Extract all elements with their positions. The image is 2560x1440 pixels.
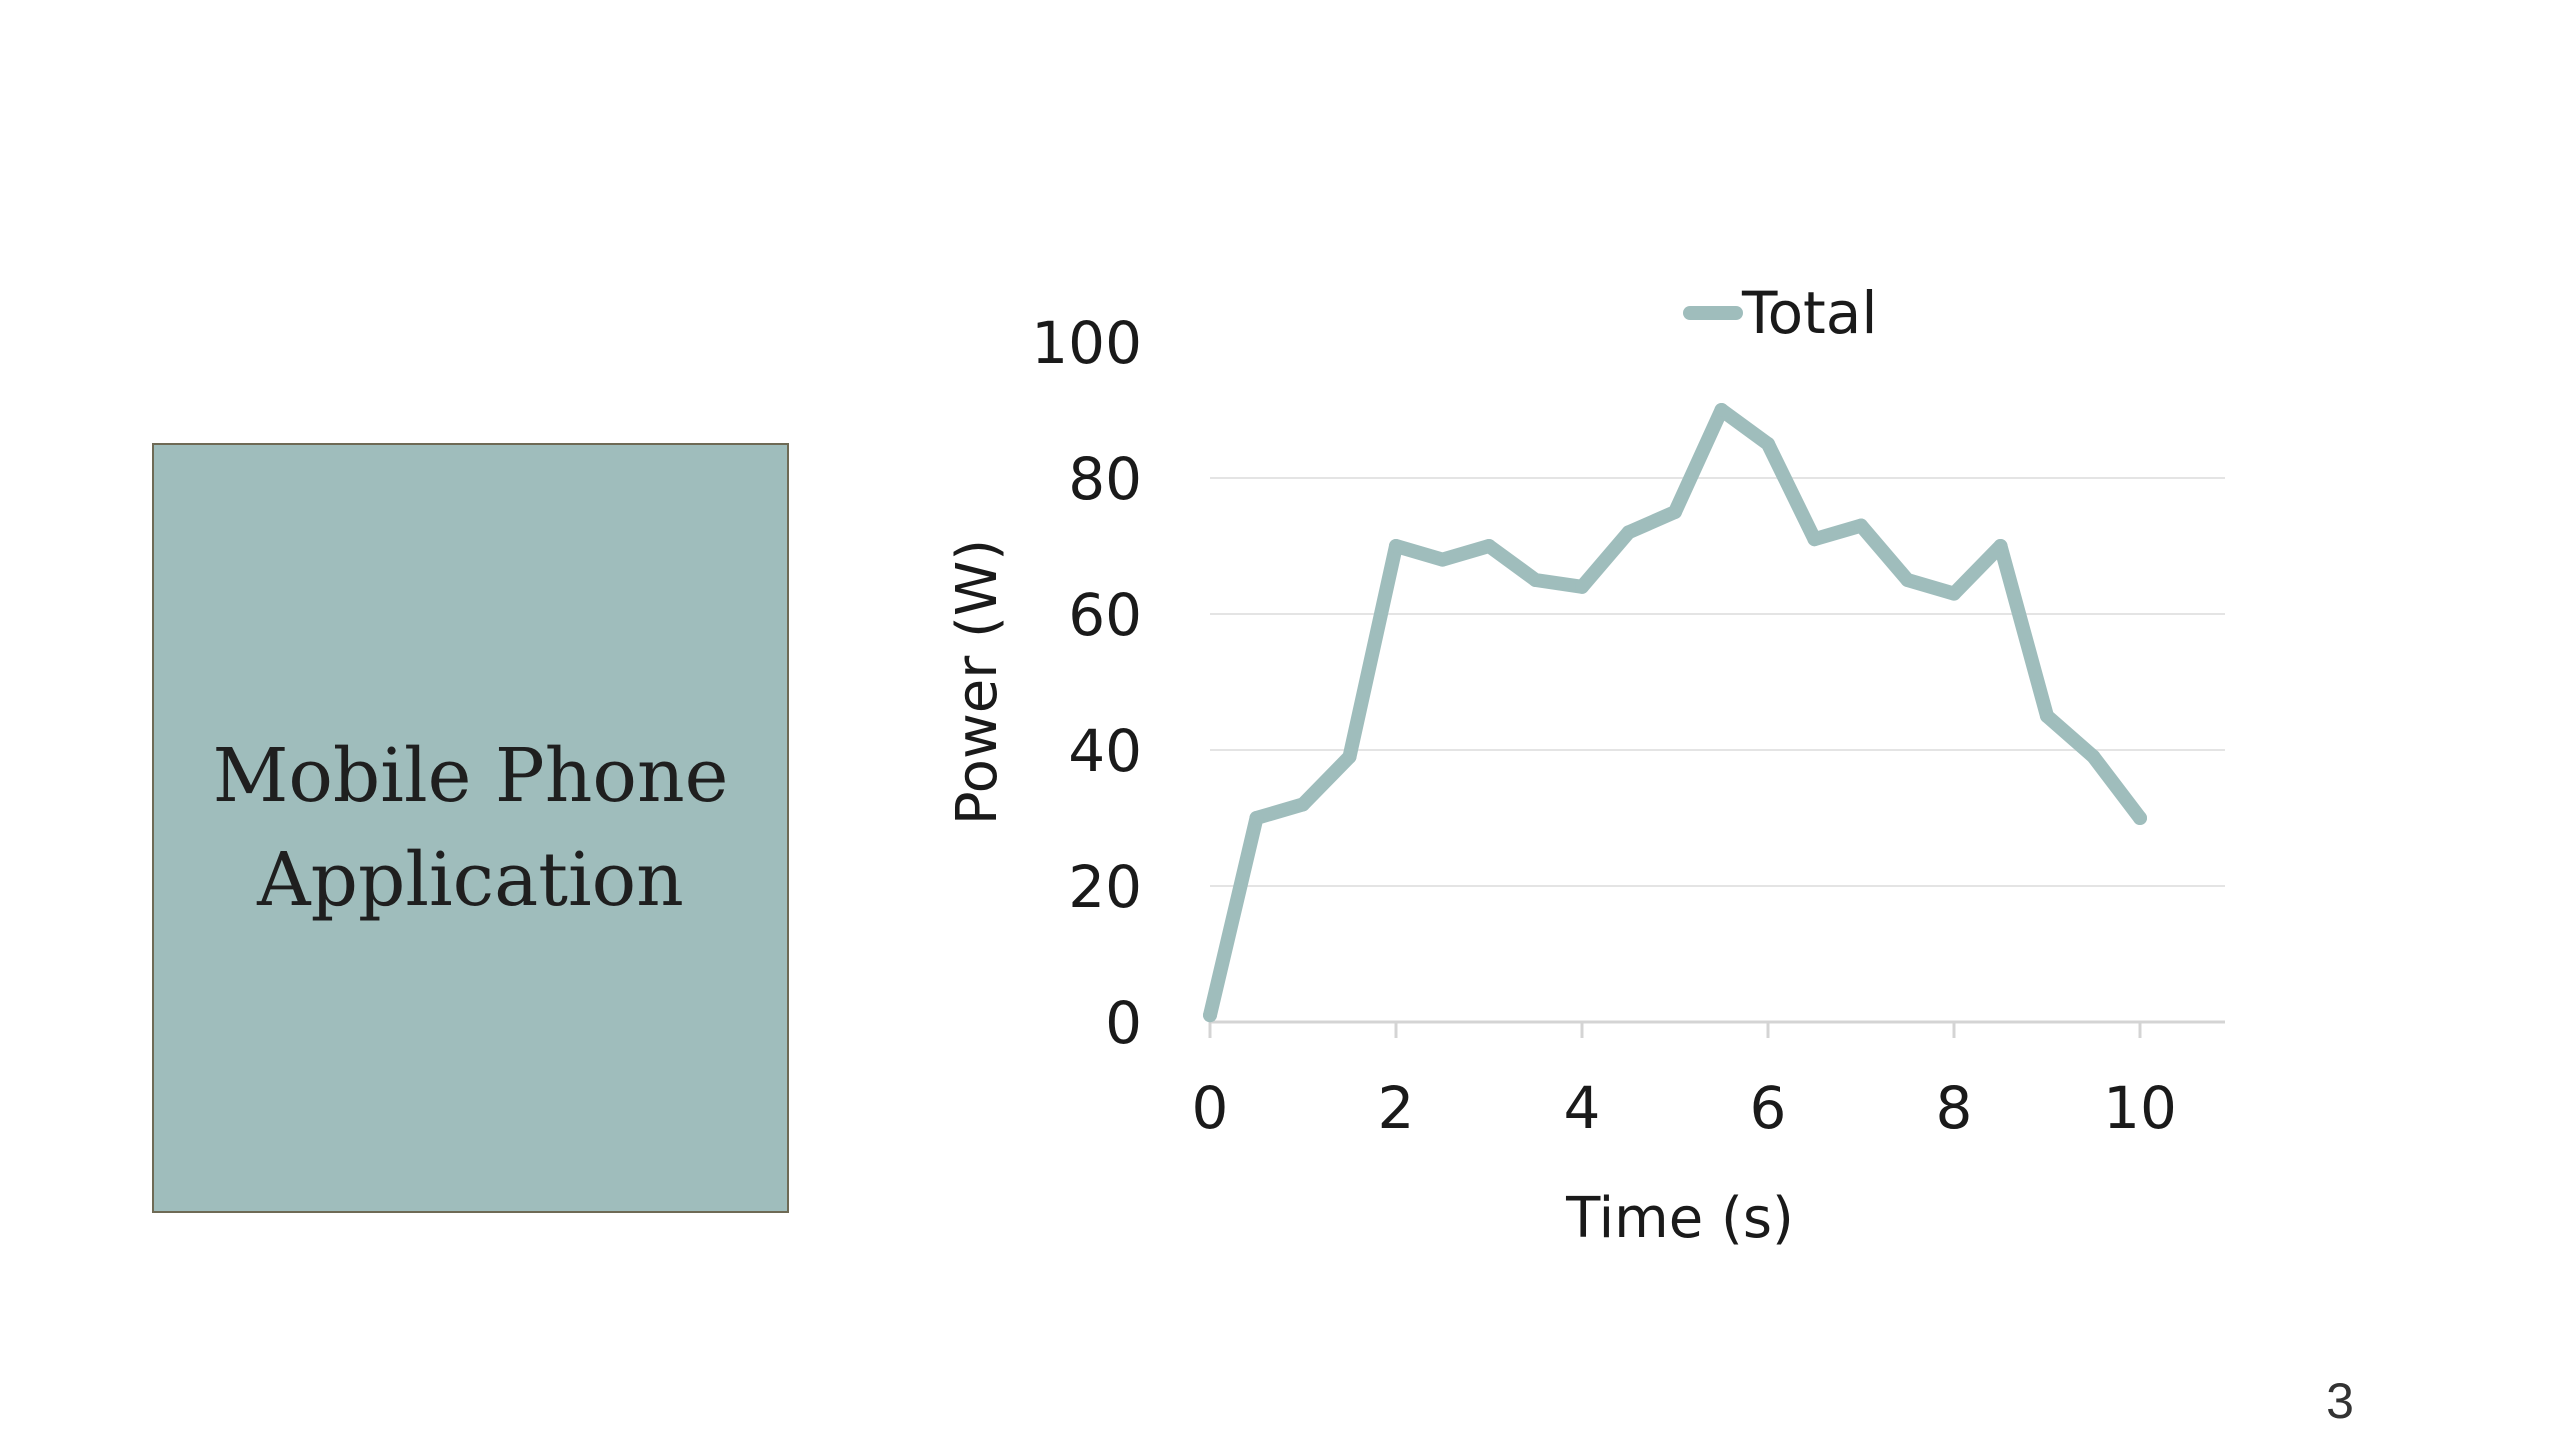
- series-layer: [1203, 403, 2147, 1023]
- data-point: [1761, 437, 1775, 451]
- data-point: [1993, 539, 2008, 553]
- y-tick-label-40: 40: [1068, 717, 1142, 785]
- y-tick-label-0: 0: [1105, 989, 1142, 1057]
- legend: Total: [1683, 279, 1877, 347]
- data-point: [1296, 797, 1310, 812]
- x-axis: [1208, 1020, 2225, 1038]
- data-point: [1668, 505, 1682, 519]
- data-point: [1621, 525, 1636, 540]
- data-point: [2040, 709, 2054, 723]
- data-point: [1854, 518, 1868, 533]
- y-tick-labels: 0 20 40 60 80 100: [1031, 309, 1142, 1057]
- legend-label-total: Total: [1741, 279, 1877, 347]
- mobile-phone-application-box: Mobile Phone Application: [152, 443, 789, 1213]
- data-point: [1900, 573, 1915, 587]
- data-point: [1203, 1008, 1217, 1023]
- data-point: [1714, 403, 1729, 417]
- data-point: [1575, 579, 1589, 594]
- data-point: [1389, 539, 1403, 553]
- data-point: [2086, 749, 2101, 764]
- x-tick-label-8: 8: [1936, 1074, 1973, 1142]
- data-point: [1342, 749, 1357, 764]
- x-tick-label-6: 6: [1750, 1074, 1787, 1142]
- data-point: [1482, 539, 1496, 553]
- y-tick-label-20: 20: [1068, 853, 1142, 921]
- y-axis-title: Power (W): [945, 539, 1010, 825]
- x-tick-label-0: 0: [1192, 1074, 1229, 1142]
- y-tick-label-60: 60: [1068, 581, 1142, 649]
- data-point: [1249, 811, 1264, 825]
- y-tick-label-100: 100: [1031, 309, 1142, 377]
- x-tick-label-4: 4: [1564, 1074, 1601, 1142]
- x-axis-title: Time (s): [1565, 1186, 1794, 1251]
- page-number: 3: [2326, 1373, 2354, 1429]
- x-tick-labels: 0 2 4 6 8 10: [1192, 1074, 2177, 1142]
- series-line-total: [1203, 403, 2147, 1023]
- data-point: [1435, 552, 1450, 567]
- box-label: Mobile Phone Application: [212, 733, 729, 923]
- data-point: [1807, 532, 1822, 547]
- data-point: [1528, 573, 1543, 587]
- data-point: [1947, 586, 1961, 601]
- x-tick-label-2: 2: [1378, 1074, 1415, 1142]
- y-tick-label-80: 80: [1068, 445, 1142, 513]
- data-point: [2133, 811, 2147, 825]
- x-tick-label-10: 10: [2103, 1074, 2177, 1142]
